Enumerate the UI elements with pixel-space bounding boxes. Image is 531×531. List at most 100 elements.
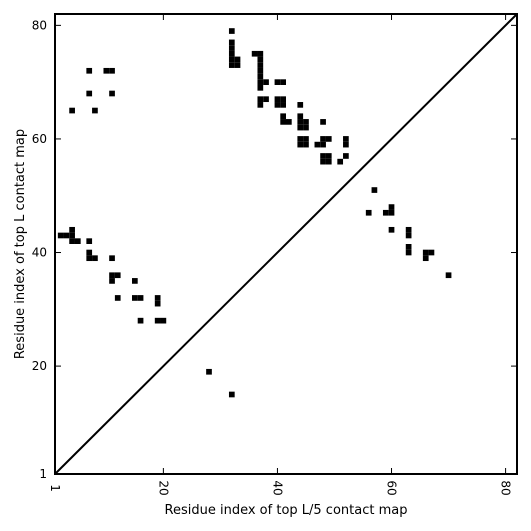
contact-cell-lower: [228, 391, 235, 398]
contact-cell-lower: [388, 209, 395, 216]
contact-cell-lower: [132, 295, 138, 301]
contact-cell-lower: [86, 238, 93, 244]
contact-cell-upper: [297, 102, 304, 108]
contact-cell-upper: [109, 90, 115, 97]
contact-cell-upper: [228, 28, 235, 34]
contact-cell-lower: [132, 278, 138, 284]
contact-cell-lower: [74, 238, 81, 244]
contact-cell-upper: [257, 56, 264, 63]
contact-cell-lower: [206, 368, 212, 375]
contact-cell-upper: [343, 136, 349, 142]
contact-cell-upper: [92, 107, 98, 114]
contact-cell-lower: [365, 209, 372, 216]
y-tick-label: 60: [32, 132, 47, 146]
contact-cell-upper: [280, 113, 286, 120]
contact-cell-lower: [109, 255, 115, 262]
y-axis-title: Residue index of top L contact map: [13, 129, 28, 359]
contact-cell-upper: [303, 141, 309, 148]
contact-cell-upper: [257, 96, 264, 103]
contact-cell-upper: [303, 136, 309, 142]
contact-cell-lower: [114, 295, 121, 301]
x-axis-title: Residue index of top L/5 contact map: [165, 503, 408, 518]
contact-cell-upper: [274, 102, 281, 108]
y-tick-label: 80: [32, 18, 47, 32]
contact-cell-lower: [405, 244, 412, 250]
contact-cells: [57, 28, 452, 398]
contact-cell-upper: [257, 62, 264, 68]
contact-cell-lower: [109, 278, 115, 284]
diagonal-line: [54, 13, 518, 475]
contact-cell-lower: [382, 209, 389, 216]
contact-cell-upper: [86, 90, 93, 97]
contact-cell-upper: [280, 96, 286, 103]
contact-cell-upper: [257, 79, 264, 85]
x-tick-label: 1: [48, 484, 62, 492]
contact-cell-upper: [297, 119, 304, 125]
contact-cell-upper: [257, 50, 264, 57]
x-tick-label: 80: [499, 480, 513, 495]
contact-cell-upper: [263, 96, 269, 103]
contact-cell-lower: [154, 300, 161, 307]
contact-cell-lower: [405, 226, 412, 233]
contact-cell-upper: [69, 107, 75, 114]
plot-frame: [54, 13, 518, 475]
y-tick-label: 40: [32, 246, 47, 260]
contact-cell-upper: [251, 50, 258, 57]
contact-cell-upper: [234, 62, 241, 68]
contact-cell-lower: [445, 272, 452, 279]
contact-cell-upper: [257, 73, 264, 80]
contact-cell-upper: [280, 102, 286, 108]
contact-cell-upper: [103, 67, 110, 74]
contact-cell-upper: [234, 56, 241, 63]
contact-cell-upper: [320, 136, 326, 142]
contact-cell-lower: [405, 232, 412, 239]
contact-cell-upper: [303, 119, 309, 125]
contact-cell-lower: [86, 255, 93, 262]
contact-cell-upper: [228, 50, 235, 57]
contact-cell-lower: [92, 255, 98, 262]
x-tick-label: 60: [385, 480, 399, 495]
contact-cell-lower: [154, 317, 161, 324]
contact-cell-lower: [160, 317, 167, 324]
contact-cell-upper: [228, 56, 235, 63]
contact-cell-upper: [314, 141, 321, 148]
contact-cell-upper: [337, 158, 344, 165]
axis-ticks: 1 20 40 60 80 1 20 40 60 80: [32, 14, 517, 496]
contact-cell-upper: [303, 124, 309, 131]
contact-cell-upper: [297, 113, 304, 120]
y-tick-label: 20: [32, 359, 47, 373]
contact-cell-upper: [297, 136, 304, 142]
contact-cell-upper: [343, 141, 349, 148]
contact-cell-upper: [86, 67, 93, 74]
contact-cell-lower: [388, 204, 395, 210]
contact-cell-lower: [137, 295, 144, 301]
x-tick-label: 40: [270, 480, 284, 495]
contact-cell-upper: [320, 153, 326, 159]
contact-cell-upper: [343, 153, 349, 159]
contact-cell-upper: [280, 79, 286, 85]
contact-cell-lower: [422, 255, 429, 262]
contact-cell-upper: [263, 79, 269, 85]
contact-cell-lower: [86, 249, 93, 256]
contact-cell-lower: [69, 232, 75, 239]
contact-cell-upper: [257, 84, 264, 91]
contact-cell-upper: [257, 67, 264, 74]
contact-cell-upper: [274, 96, 281, 103]
contact-cell-upper: [320, 119, 326, 125]
contact-cell-lower: [69, 226, 75, 233]
contact-cell-lower: [137, 317, 144, 324]
x-tick-label: 20: [156, 480, 170, 495]
contact-cell-upper: [228, 62, 235, 68]
contact-cell-lower: [114, 272, 121, 279]
y-tick-label: 1: [39, 467, 47, 481]
contact-cell-upper: [325, 158, 332, 165]
contact-cell-upper: [274, 79, 281, 85]
contact-cell-upper: [297, 141, 304, 148]
contact-cell-lower: [405, 249, 412, 256]
contact-cell-lower: [154, 295, 161, 301]
contact-cell-upper: [257, 102, 264, 108]
contact-cell-upper: [109, 67, 115, 74]
contact-cell-upper: [228, 45, 235, 51]
